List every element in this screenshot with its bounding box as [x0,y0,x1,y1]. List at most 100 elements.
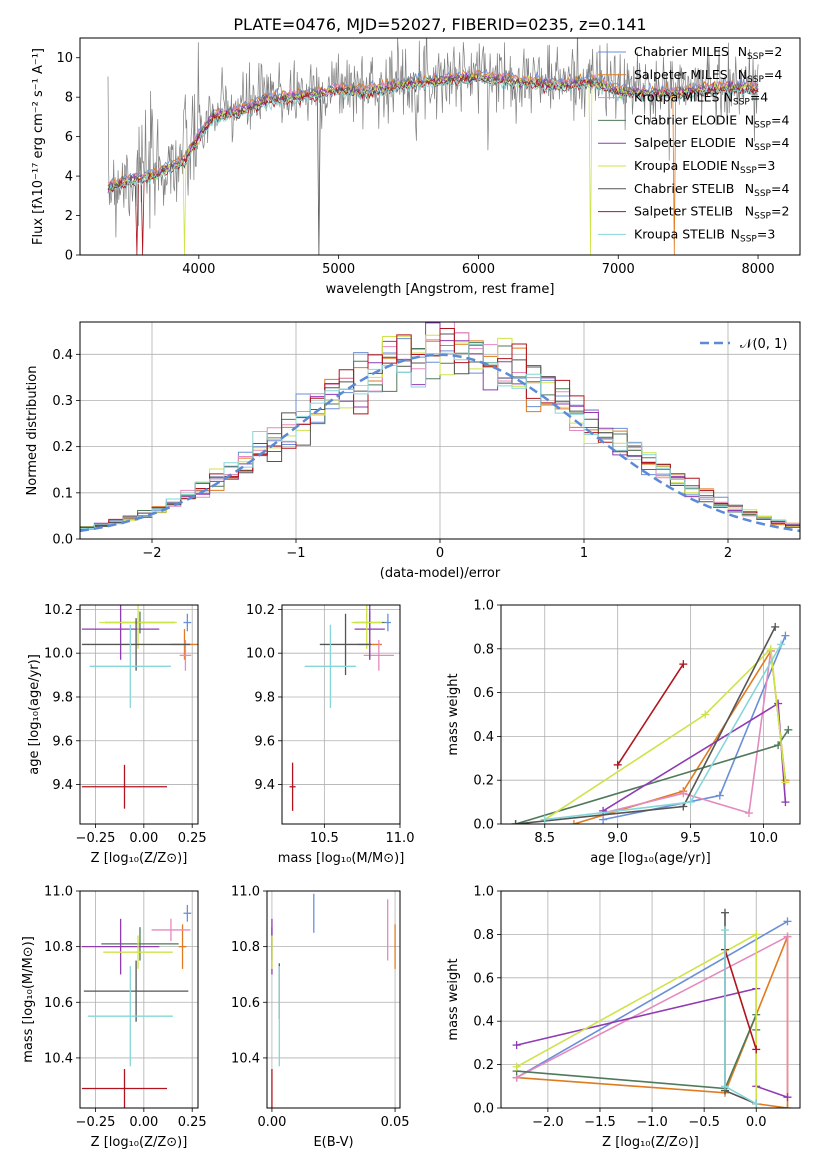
x-tick-label: 10.5 [310,831,339,846]
y-tick-label: 0.4 [52,348,73,363]
y-tick-label: 10.2 [246,603,275,618]
y-tick-label: 11.0 [44,885,73,900]
legend: 𝒩(0, 1) [700,337,787,352]
y-tick-label: 0.4 [473,1015,494,1030]
x-tick-label: 0.00 [129,831,158,846]
errorbar-salpeter-elodie [354,605,385,660]
errorbar-salpeter-elodie [81,605,160,660]
y-tick-label: 10.0 [246,647,275,662]
x-axis-label: age [log₁₀(age/yr)] [590,851,711,866]
data-point [744,809,753,818]
x-tick-label: 0.05 [381,1115,410,1130]
series-line [516,920,788,1079]
legend-label: 𝒩(0, 1) [740,337,787,352]
series-line [602,650,772,815]
y-tick-label: 10 [56,51,73,66]
errorbars [81,904,192,1108]
spectrum-lines [107,38,759,255]
axes-weight-vs-age: 8.5 9.0 9.5 10.0 0.0 0.2 0.4 0.6 0.8 1.0 age [log₁… [446,599,800,866]
errorbars [81,605,198,809]
y-tick-label: 0.0 [473,1102,494,1117]
y-tick-label: 9.4 [52,778,73,793]
axes-weight-vs-Z: −2.0 −1.5 −1.0 −0.5 0.0 0.0 0.2 0.4 0.6 0.8 1.0 Z [… [446,885,800,1150]
series-line [602,635,787,821]
errorbar-salpeter-miles [178,924,187,969]
x-axis-label: mass [log₁₀(M/M⊙)] [278,851,405,866]
errorbar-kroupa-stelib [89,624,171,708]
axes-residuals: −2 −1 0 1 2 0.0 0.1 0.2 0.3 0.4 (data-model)/error… [25,322,800,581]
figure-title: PLATE=0476, MJD=52027, FIBERID=0235, z=0… [233,15,646,34]
y-tick-label: 0.4 [473,730,494,745]
y-tick-label: 10.6 [231,996,260,1011]
axes-spectrum: 4000 5000 6000 7000 8000 0 2 4 6 8 10 wavelength [A… [31,48,775,297]
errorbar-kroupa-stelib [304,624,357,708]
data-point [783,1104,792,1108]
series-line [516,1014,758,1090]
series-kroupa-stelib [540,640,786,824]
y-tick-label: 11.0 [231,885,260,900]
x-tick-label: 0.00 [129,1115,158,1130]
plot-frame [79,890,199,1109]
y-tick-label: 0.2 [52,440,73,455]
errorbar-salpeter-elodie [81,918,160,975]
data-point [781,778,790,787]
y-tick-label: 0.2 [473,774,494,789]
plot-frame [266,890,401,1109]
plot-frame [79,321,801,540]
y-tick-label: 10.2 [44,603,73,618]
legend: Chabrier MILES NSSP=2 Salpeter MILES NSSP=4… [598,44,789,244]
data-point [701,710,710,719]
errorbars [271,893,396,1108]
errorbar-salpeter-stelib [289,762,296,811]
x-tick-label: −0.5 [688,1115,720,1130]
y-tick-label: 0 [65,249,73,264]
x-tick-label: 10.0 [749,831,778,846]
legend-nssp: NSSP=4 [745,112,790,130]
x-tick-label: −2.0 [532,1115,564,1130]
errorbar-salpeter-stelib [81,764,168,809]
legend-label: Salpeter ELODIE [634,135,736,150]
x-axis-label: (data-model)/error [380,566,501,581]
errorbar-kroupa-miles [179,640,192,671]
legend-nssp: NSSP=4 [745,135,790,153]
y-tick-label: 4 [65,170,73,185]
x-tick-label: 9.0 [607,831,628,846]
legend-label: Kroupa MILES [634,90,720,105]
y-tick-label: 10.0 [44,647,73,662]
normal-curve [80,353,800,533]
data-point [679,660,688,669]
y-tick-label: 0.2 [473,1058,494,1073]
axes-age-vs-mass: 10.5 11.0 9.4 9.6 9.8 10.0 10.2 mass [log₁₀(M/M… [246,603,414,866]
data-point [679,802,688,811]
data-point [569,820,578,824]
x-tick-label: −1.5 [584,1115,616,1130]
y-axis-label: mass weight [446,673,461,755]
x-tick-label: 0.0 [746,1115,767,1130]
model-line-kroupa-stelib [107,74,759,194]
series-line [544,647,787,821]
errorbar-chabrier-elodie [101,927,179,961]
x-tick-label: −1 [286,546,305,561]
data-point [512,1062,521,1071]
y-tick-label: 8 [65,91,73,106]
series-chabrier-stelib [720,908,761,1108]
errorbar-chabrier-stelib [81,618,191,671]
x-tick-label: 6000 [462,262,495,277]
x-tick-label: 5000 [322,262,355,277]
plot-frame [500,604,801,825]
x-tick-label: −0.25 [76,1115,116,1130]
x-axis-label: E(B-V) [313,1135,353,1150]
y-tick-label: 9.4 [254,778,275,793]
weight-lines [512,908,792,1108]
data-point [752,1099,761,1108]
data-point [784,725,793,734]
series-salpeter-miles [569,646,790,824]
data-point [752,930,761,939]
y-tick-label: 9.6 [254,734,275,749]
data-point [783,1093,792,1102]
series-kroupa-stelib [720,926,761,1108]
x-tick-label: 0.25 [178,1115,207,1130]
series-line [617,663,684,766]
y-tick-label: 0.8 [473,928,494,943]
